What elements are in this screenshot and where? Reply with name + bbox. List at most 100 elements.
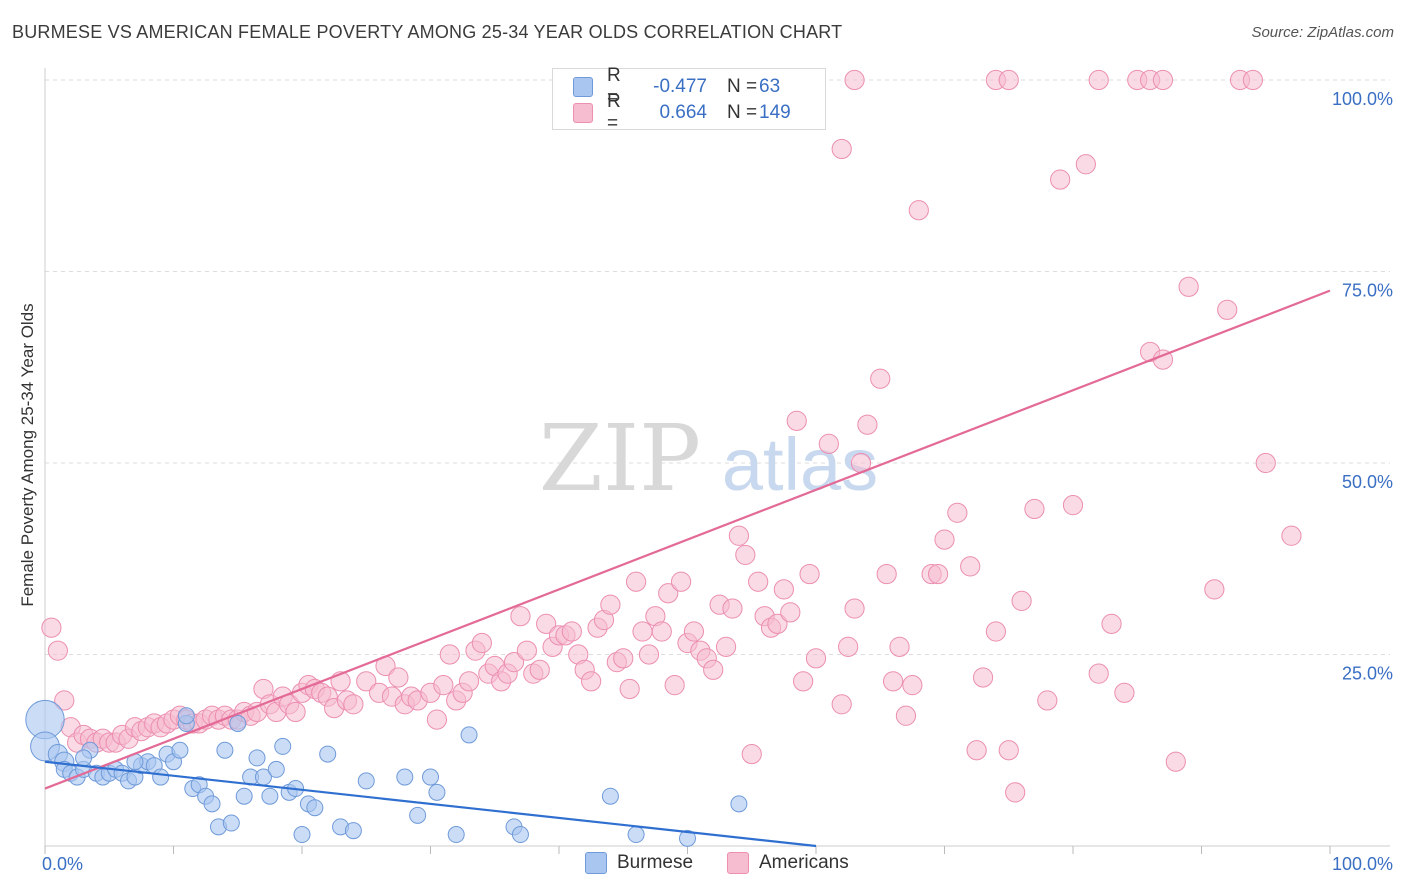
- americans-point: [741, 743, 762, 765]
- americans-point: [857, 414, 878, 435]
- legend-row-americans: R = 0.664 N = 149: [573, 91, 791, 134]
- americans-point: [516, 640, 537, 661]
- americans-point: [934, 529, 955, 550]
- burmese-point: [460, 726, 478, 744]
- x-tick-label: 0.0%: [42, 854, 83, 874]
- americans-point: [426, 709, 448, 730]
- americans-point: [722, 598, 743, 619]
- bottom-legend: Burmese Americans: [0, 852, 1406, 878]
- burmese-point: [357, 772, 375, 790]
- burmese-point: [344, 822, 362, 840]
- americans-point: [503, 652, 525, 673]
- americans-points: [41, 69, 1302, 803]
- burmese-point: [177, 707, 195, 725]
- americans-point: [985, 621, 1007, 642]
- burmese-point: [222, 814, 240, 832]
- burmese-point: [75, 749, 93, 767]
- chart-title: BURMESE VS AMERICAN FEMALE POVERTY AMONG…: [12, 22, 843, 42]
- americans-point: [844, 598, 865, 619]
- trend-lines: [44, 289, 1331, 848]
- americans-point: [651, 621, 672, 642]
- americans-point: [735, 544, 756, 566]
- bottom-legend-burmese: Burmese: [585, 852, 693, 874]
- americans-point: [664, 675, 685, 696]
- legend-row-burmese: R = -0.477 N = 63: [573, 65, 781, 108]
- tick-labels: 25.0% 50.0% 75.0% 100.0% 0.0% 100.0%: [42, 89, 1393, 874]
- americans-point: [1050, 169, 1071, 190]
- legend-n-value-americans: 149: [759, 102, 791, 123]
- americans-point: [1088, 663, 1109, 684]
- americans-point: [600, 594, 621, 615]
- y-tick-label: 50.0%: [1342, 472, 1393, 492]
- americans-point: [529, 659, 550, 680]
- legend-n-label: N =: [727, 76, 758, 97]
- americans-point: [343, 694, 364, 715]
- burmese-point: [216, 741, 234, 759]
- americans-point: [1101, 613, 1122, 634]
- americans-point: [844, 69, 865, 91]
- americans-point: [1178, 276, 1199, 297]
- americans-point: [966, 740, 987, 761]
- burmese-point: [152, 768, 170, 786]
- americans-point: [960, 556, 981, 577]
- bottom-legend-americans-label: Americans: [759, 852, 849, 873]
- americans-trend-line: [44, 289, 1331, 790]
- legend-r-value-americans: 0.664: [659, 102, 707, 123]
- americans-point: [632, 621, 653, 642]
- americans-point: [356, 671, 377, 692]
- americans-point: [1281, 525, 1302, 546]
- americans-point: [1217, 299, 1238, 320]
- burmese-point: [679, 829, 696, 847]
- americans-point: [838, 636, 859, 657]
- americans-point: [510, 606, 531, 627]
- americans-point: [1037, 690, 1058, 711]
- burmese-point: [511, 826, 529, 844]
- americans-point: [1255, 452, 1276, 474]
- burmese-point: [267, 760, 285, 778]
- burmese-swatch: [573, 77, 593, 97]
- burmese-swatch: [585, 852, 607, 874]
- americans-point: [1165, 751, 1186, 772]
- burmese-point: [203, 795, 221, 813]
- americans-point: [47, 640, 68, 661]
- americans-point: [1024, 498, 1045, 520]
- americans-point: [793, 671, 814, 692]
- burmese-point: [274, 737, 292, 755]
- americans-point: [831, 138, 852, 160]
- americans-point: [748, 571, 769, 592]
- americans-point: [1075, 154, 1096, 175]
- americans-point: [1005, 782, 1026, 803]
- americans-swatch: [727, 852, 749, 874]
- americans-point: [728, 525, 750, 546]
- bottom-legend-americans: Americans: [727, 852, 849, 874]
- americans-point: [1088, 69, 1109, 91]
- legend-r-label: R =: [607, 65, 621, 108]
- americans-point: [613, 648, 634, 669]
- americans-point: [998, 740, 1019, 761]
- americans-point: [786, 410, 807, 431]
- americans-point: [536, 613, 557, 634]
- burmese-point: [730, 795, 748, 813]
- x-tick-label: 100.0%: [1332, 854, 1393, 874]
- americans-point: [658, 583, 679, 604]
- legend-n-value-burmese: 63: [759, 76, 781, 97]
- americans-point: [715, 636, 737, 657]
- americans-point: [927, 563, 949, 585]
- americans-point: [388, 667, 409, 688]
- burmese-point: [306, 799, 324, 817]
- americans-point: [799, 563, 820, 585]
- americans-point: [1062, 495, 1084, 516]
- americans-point: [433, 675, 454, 696]
- americans-point: [626, 571, 647, 592]
- americans-point: [285, 701, 306, 723]
- americans-point: [670, 571, 692, 592]
- americans-point: [870, 368, 891, 389]
- americans-point: [947, 502, 968, 523]
- watermark: ZIP atlas: [539, 405, 878, 512]
- burmese-point: [409, 806, 427, 824]
- burmese-point: [627, 826, 645, 844]
- source-label: Source: ZipAtlas.com: [1251, 24, 1394, 41]
- bottom-legend-burmese-label: Burmese: [617, 852, 694, 873]
- burmese-point: [601, 787, 619, 805]
- legend-r-value-burmese: -0.477: [653, 76, 707, 97]
